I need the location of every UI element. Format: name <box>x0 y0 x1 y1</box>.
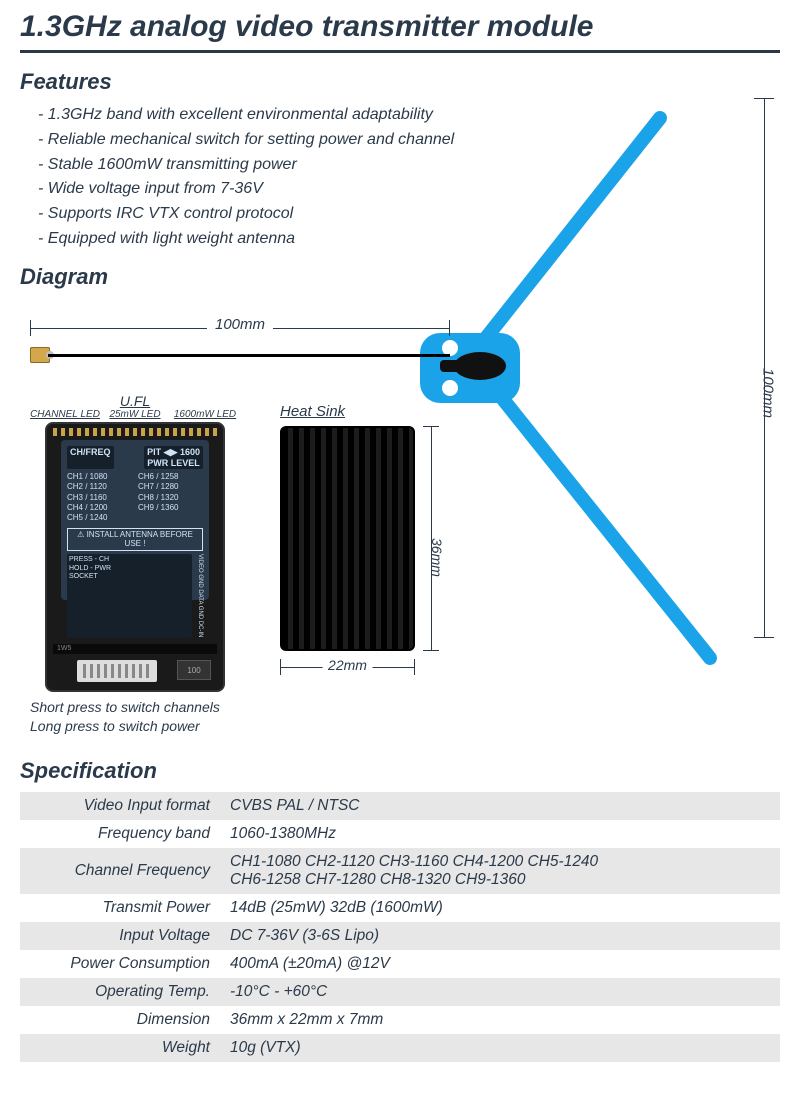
spec-key: Channel Frequency <box>20 848 220 894</box>
heatsink-width-label: 22mm <box>322 657 373 673</box>
spec-value: DC 7-36V (3-6S Lipo) <box>220 922 780 950</box>
feature-item: Equipped with light weight antenna <box>38 227 780 252</box>
pcb-pins: VIDEO GND DATA GND DC-IN <box>196 554 203 637</box>
table-row: Power Consumption400mA (±20mA) @12V <box>20 950 780 978</box>
spec-key: Frequency band <box>20 820 220 848</box>
features-heading: Features <box>20 69 780 95</box>
diagram-area: 100mm 100mm U.FL CHANNEL LED 25mW LED 16… <box>20 298 780 748</box>
table-row: Transmit Power14dB (25mW) 32dB (1600mW) <box>20 894 780 922</box>
heatsink-group: Heat Sink 36mm 22mm <box>280 403 510 679</box>
cable-wire <box>48 354 450 357</box>
caption-long-press: Long press to switch power <box>30 717 240 737</box>
spec-value: -10°C - +60°C <box>220 978 780 1006</box>
spec-value: CH1-1080 CH2-1120 CH3-1160 CH4-1200 CH5-… <box>220 848 780 894</box>
spec-value: CVBS PAL / NTSC <box>220 792 780 820</box>
spec-key: Input Voltage <box>20 922 220 950</box>
table-row: Channel FrequencyCH1-1080 CH2-1120 CH3-1… <box>20 848 780 894</box>
table-row: Frequency band1060-1380MHz <box>20 820 780 848</box>
feature-item: Supports IRC VTX control protocol <box>38 202 780 227</box>
feature-item: Wide voltage input from 7-36V <box>38 177 780 202</box>
feature-item: 1.3GHz band with excellent environmental… <box>38 103 780 128</box>
spec-value: 14dB (25mW) 32dB (1600mW) <box>220 894 780 922</box>
pcb-channels-right: CH6 / 1258 CH7 / 1280 CH8 / 1320 CH9 / 1… <box>138 472 203 524</box>
heatsink-width-dimension: 22mm <box>280 655 415 679</box>
1600mw-led-label: 1600mW LED <box>170 409 240 420</box>
pcb-channels-left: CH1 / 1080 CH2 / 1120 CH3 / 1160 CH4 / 1… <box>67 472 132 524</box>
ufl-label: U.FL <box>30 393 240 409</box>
cable-length-dimension: 100mm <box>30 318 450 338</box>
spec-key: Dimension <box>20 1006 220 1034</box>
diagram-heading: Diagram <box>20 264 780 290</box>
channel-led-label: CHANNEL LED <box>30 409 100 420</box>
cable-length-label: 100mm <box>207 316 273 333</box>
spec-key: Video Input format <box>20 792 220 820</box>
spec-value: 10g (VTX) <box>220 1034 780 1062</box>
pcb-hdr-pwr: PIT ◀▶ 1600 PWR LEVEL <box>144 446 203 469</box>
pcb-group: U.FL CHANNEL LED 25mW LED 1600mW LED CH/… <box>30 393 240 737</box>
heatsink-icon <box>280 426 415 651</box>
spec-heading: Specification <box>20 758 780 784</box>
pcb-hdr-chfreq: CH/FREQ <box>67 446 114 469</box>
spec-value: 400mA (±20mA) @12V <box>220 950 780 978</box>
table-row: Video Input formatCVBS PAL / NTSC <box>20 792 780 820</box>
table-row: Weight10g (VTX) <box>20 1034 780 1062</box>
spec-key: Weight <box>20 1034 220 1062</box>
table-row: Input VoltageDC 7-36V (3-6S Lipo) <box>20 922 780 950</box>
heatsink-label: Heat Sink <box>280 403 510 420</box>
features-list: 1.3GHz band with excellent environmental… <box>20 103 780 252</box>
25mw-led-label: 25mW LED <box>100 409 170 420</box>
pcb-board: CH/FREQ PIT ◀▶ 1600 PWR LEVEL CH1 / 1080… <box>45 422 225 692</box>
feature-item: Reliable mechanical switch for setting p… <box>38 128 780 153</box>
spec-key: Operating Temp. <box>20 978 220 1006</box>
spec-value: 36mm x 22mm x 7mm <box>220 1006 780 1034</box>
spec-key: Transmit Power <box>20 894 220 922</box>
pcb-label-plate: CH/FREQ PIT ◀▶ 1600 PWR LEVEL CH1 / 1080… <box>61 440 209 600</box>
caption-short-press: Short press to switch channels <box>30 698 240 718</box>
pcb-chip-icon: 100 <box>177 660 211 680</box>
spec-table: Video Input formatCVBS PAL / NTSCFrequen… <box>20 792 780 1062</box>
heatsink-height-label: 36mm <box>429 538 445 577</box>
table-row: Dimension36mm x 22mm x 7mm <box>20 1006 780 1034</box>
pcb-connector-icon <box>77 660 157 682</box>
spec-key: Power Consumption <box>20 950 220 978</box>
pcb-press-box: PRESS - CH HOLD - PWR SOCKET <box>67 554 192 637</box>
table-row: Operating Temp.-10°C - +60°C <box>20 978 780 1006</box>
heatsink-height-dimension: 36mm <box>415 426 455 651</box>
page-title: 1.3GHz analog video transmitter module <box>20 10 780 53</box>
pcb-warning: INSTALL ANTENNA BEFORE USE ! <box>67 528 203 552</box>
feature-item: Stable 1600mW transmitting power <box>38 153 780 178</box>
spec-value: 1060-1380MHz <box>220 820 780 848</box>
cable-group: 100mm <box>30 318 450 366</box>
pcb-midstrip: 1W5 <box>53 644 217 654</box>
ufl-connector-icon <box>30 347 50 363</box>
antenna-height-dimension: 100mm <box>750 98 780 638</box>
antenna-height-label: 100mm <box>760 368 777 418</box>
